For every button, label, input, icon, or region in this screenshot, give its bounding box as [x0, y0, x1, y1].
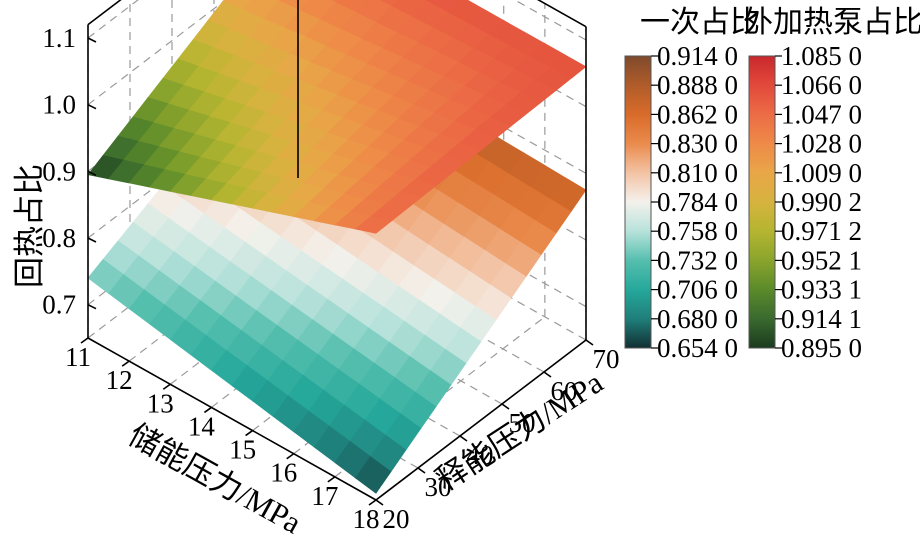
x-tick-label: 15 — [229, 435, 256, 465]
colorbar-tick-label: 0.732 0 — [657, 245, 738, 275]
colorbar-tick-label: 0.971 2 — [781, 216, 862, 246]
y-tick-mark — [543, 371, 552, 378]
z-tick-mark — [87, 303, 97, 310]
y-tick-label: 40 — [467, 440, 494, 470]
x-tick-label: 13 — [147, 388, 174, 418]
colorbar-tick-label: 0.784 0 — [657, 187, 738, 217]
colorbar-tick-label: 0.654 0 — [657, 333, 738, 363]
x-tick-label: 14 — [188, 411, 216, 441]
colorbar-tick-label: 0.680 0 — [657, 304, 738, 334]
x-tick-mark — [245, 429, 254, 437]
y-tick-mark — [417, 467, 426, 474]
colorbar-tick-label: 0.914 1 — [781, 304, 862, 334]
colorbar-tick-label: 0.830 0 — [657, 129, 738, 159]
x-tick-mark — [286, 453, 295, 460]
colorbar-tick-label: 1.009 0 — [781, 158, 862, 188]
colorbar-strip — [748, 55, 776, 349]
y-tick-mark — [459, 435, 468, 442]
y-tick-label: 60 — [551, 376, 578, 406]
colorbar-tick-label: 0.914 0 — [657, 41, 738, 71]
z-tick-label: 1.0 — [42, 90, 76, 120]
colorbar-tick-label: 0.862 0 — [657, 99, 738, 129]
surface-patch — [354, 216, 392, 234]
grid-line — [87, 0, 139, 39]
y-axis-line — [375, 339, 587, 501]
x-tick-mark — [80, 337, 89, 344]
x-tick-label: 18 — [353, 504, 380, 534]
y-tick-mark — [375, 499, 384, 506]
colorbar-tick-label: 1.066 0 — [781, 70, 862, 100]
colorbar-tick-label: 0.706 0 — [657, 275, 738, 305]
x-tick-mark — [203, 406, 212, 414]
colorbar-tick-label: 0.810 0 — [657, 158, 738, 188]
colorbar-tick-label: 1.047 0 — [781, 99, 862, 129]
colorbar-title: 外加热泵占比 — [743, 6, 920, 39]
z-tick-mark — [87, 170, 97, 177]
x-tick-label: 16 — [270, 458, 297, 488]
z-tick-label: 0.8 — [42, 223, 76, 253]
z-tick-mark — [87, 37, 97, 43]
colorbar-tick-label: 0.990 2 — [781, 187, 862, 217]
z-tick-label: 0.9 — [42, 156, 76, 186]
x-tick-label: 12 — [106, 365, 133, 395]
y-tick-label: 70 — [593, 344, 620, 374]
z-tick-mark — [87, 237, 97, 243]
x-tick-label: 11 — [65, 342, 91, 372]
colorbar-tick-label: 0.758 0 — [657, 216, 738, 246]
y-tick-mark — [585, 339, 594, 346]
y-axis-label: 释能压力/MPa — [430, 364, 610, 498]
colorbar-tick-label: 1.085 0 — [781, 41, 862, 71]
x-tick-mark — [327, 476, 336, 483]
colorbar-title: 一次占比 — [640, 6, 760, 39]
colorbar-tick-label: 0.888 0 — [657, 70, 738, 100]
y-tick-label: 20 — [383, 504, 410, 534]
z-axis-label: 回热占比 — [12, 164, 47, 288]
x-axis-line — [87, 337, 377, 501]
y-tick-label: 30 — [425, 472, 452, 502]
x-tick-label: 17 — [311, 481, 338, 511]
x-tick-mark — [121, 360, 130, 367]
surfaces — [87, 0, 587, 494]
x-tick-mark — [162, 383, 171, 390]
surface-patch — [354, 456, 392, 494]
colorbar-tick-label: 1.028 0 — [781, 129, 862, 159]
grid-line — [87, 0, 227, 106]
z-tick-mark — [87, 103, 97, 110]
y-tick-label: 50 — [509, 408, 536, 438]
x-tick-mark — [368, 499, 377, 506]
colorbar-tick-label: 0.952 1 — [781, 245, 862, 275]
colorbar-tick-label: 0.895 0 — [781, 333, 862, 363]
z-tick-label: 0.7 — [42, 290, 76, 320]
colorbar-tick-label: 0.933 1 — [781, 275, 862, 305]
axes: 0.7 0.8 0.9 1.0 1.1 11 12 13 14 15 16 17 18 20 30 40 50 6… — [42, 0, 620, 534]
colorbar-strip — [624, 55, 652, 349]
y-tick-mark — [501, 403, 510, 410]
z-tick-label: 1.1 — [42, 23, 76, 53]
